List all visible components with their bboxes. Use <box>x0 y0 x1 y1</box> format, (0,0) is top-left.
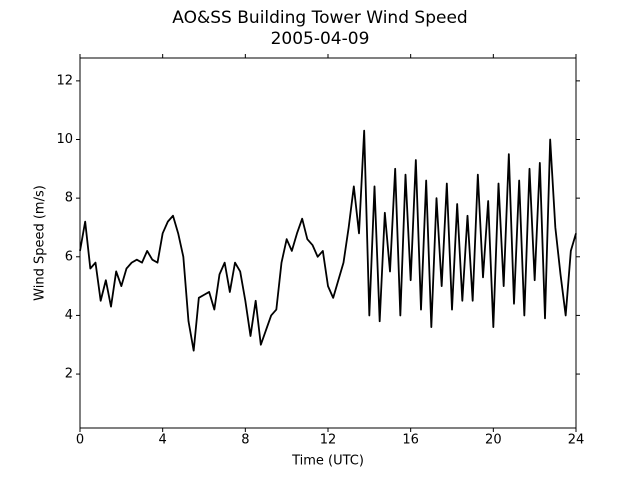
y-tick-label: 6 <box>65 249 73 264</box>
x-tick-label: 8 <box>241 433 249 448</box>
y-tick-label: 4 <box>65 308 73 323</box>
line-series <box>79 129 577 352</box>
x-tick-label: 0 <box>76 433 84 448</box>
y-axis-label: Wind Speed (m/s) <box>33 185 48 301</box>
y-tick-label: 2 <box>65 367 73 382</box>
chart-subtitle: 2005-04-09 <box>271 29 370 49</box>
chart-title: AO&SS Building Tower Wind Speed <box>172 8 467 28</box>
x-tick-label: 12 <box>320 433 337 448</box>
x-tick-label: 20 <box>485 433 502 448</box>
x-axis-label: Time (UTC) <box>291 454 364 469</box>
x-tick-label: 16 <box>402 433 419 448</box>
y-tick-label: 12 <box>56 73 73 88</box>
y-tick-label: 8 <box>65 191 73 206</box>
x-tick-label: 4 <box>159 433 167 448</box>
x-tick-label: 24 <box>568 433 585 448</box>
y-tick-label: 10 <box>56 132 73 147</box>
plot-frame <box>79 57 577 429</box>
